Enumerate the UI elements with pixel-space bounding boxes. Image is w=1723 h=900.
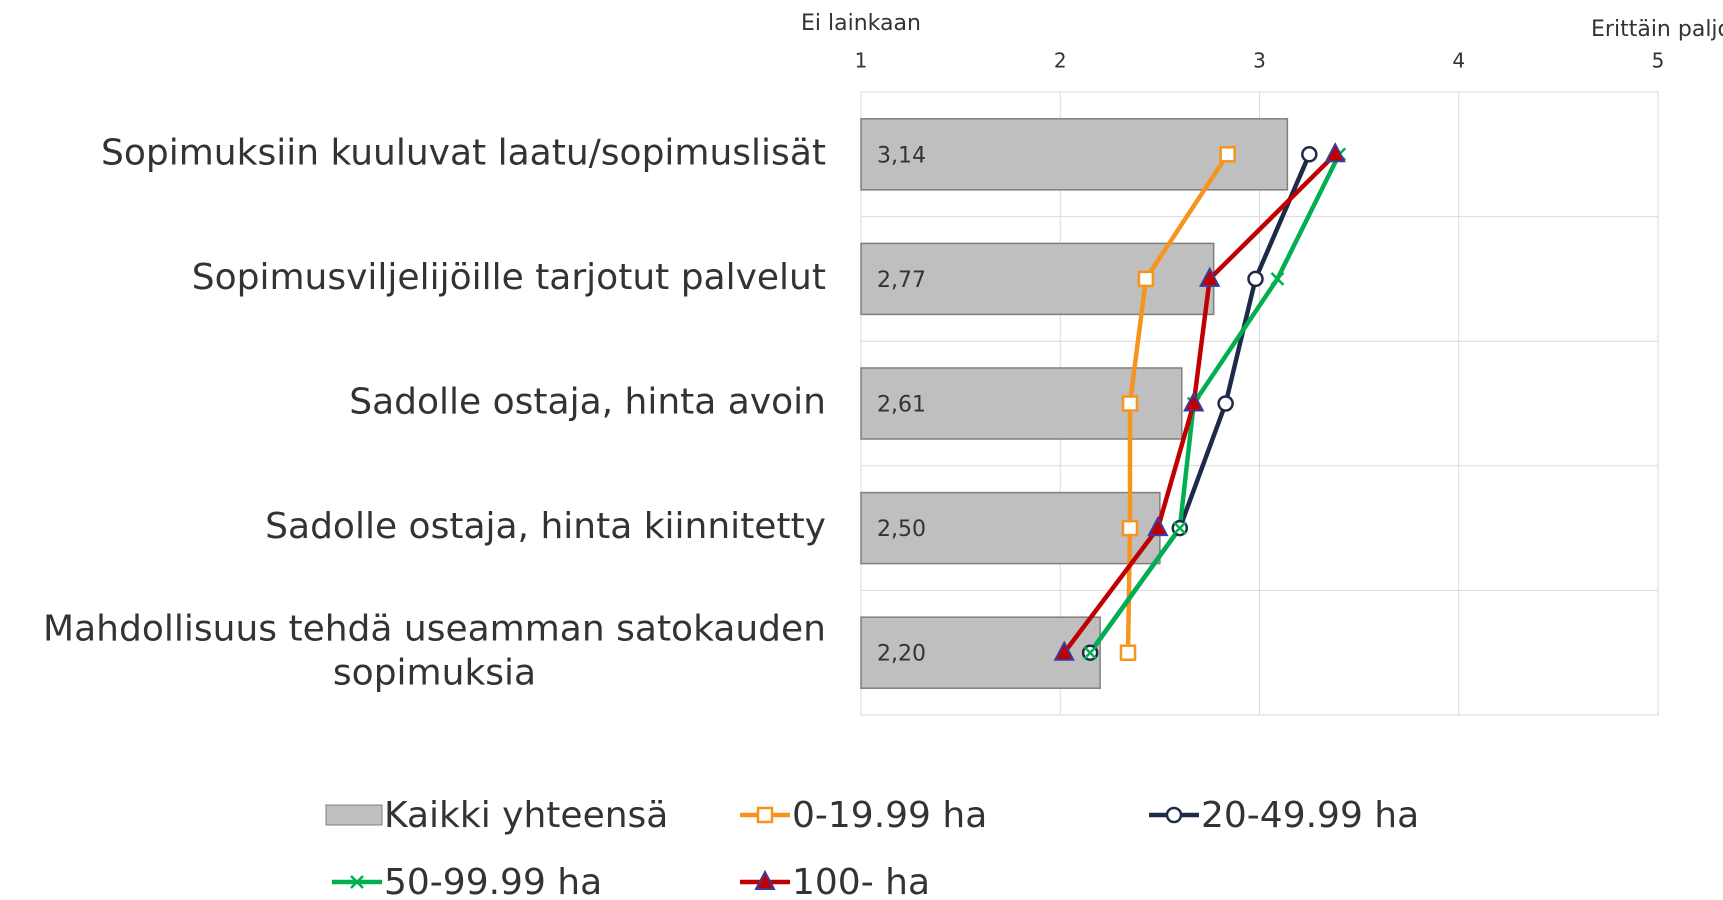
axis-annotation: Ei lainkaan bbox=[801, 11, 921, 36]
marker bbox=[1165, 806, 1183, 824]
marker bbox=[1270, 272, 1285, 286]
marker bbox=[1324, 142, 1346, 163]
legend-item: Kaikki yhteensä bbox=[325, 795, 668, 836]
data-label: 2,50 bbox=[877, 517, 926, 542]
legend-item: 0-19.99 ha bbox=[740, 795, 987, 836]
x-tick-label: 1 bbox=[855, 49, 868, 73]
x-tick-label: 3 bbox=[1253, 49, 1266, 73]
legend-label: 100- ha bbox=[792, 862, 930, 900]
axis-annotation: Erittäin paljon bbox=[1591, 17, 1723, 42]
marker bbox=[1083, 645, 1098, 660]
marker bbox=[1119, 644, 1137, 661]
marker bbox=[1121, 519, 1139, 537]
marker bbox=[1121, 395, 1139, 412]
marker bbox=[1219, 146, 1236, 163]
y-tick-label: Sopimusviljelijöille tarjotut palvelut bbox=[192, 257, 826, 298]
marker bbox=[1137, 270, 1155, 288]
bar bbox=[860, 118, 1289, 191]
data-label: 3,14 bbox=[877, 143, 926, 168]
marker bbox=[756, 806, 774, 824]
y-tick-label: Sadolle ostaja, hinta avoin bbox=[349, 382, 826, 423]
legend-swatch bbox=[325, 804, 383, 826]
data-label: 2,77 bbox=[877, 268, 926, 293]
legend-item: 20-49.99 ha bbox=[1149, 795, 1419, 836]
legend-item: 50-99.99 ha bbox=[332, 862, 602, 900]
marker bbox=[1217, 395, 1234, 412]
x-tick-label: 2 bbox=[1054, 49, 1067, 73]
data-label: 2,61 bbox=[877, 393, 926, 418]
data-label: 2,20 bbox=[877, 642, 926, 667]
legend-label: 20-49.99 ha bbox=[1201, 795, 1419, 836]
marker bbox=[1172, 521, 1187, 535]
marker bbox=[1301, 146, 1318, 163]
marker bbox=[1199, 266, 1221, 287]
bar bbox=[860, 491, 1161, 565]
marker bbox=[1247, 270, 1264, 288]
marker bbox=[1183, 391, 1205, 412]
x-tick-label: 5 bbox=[1652, 49, 1665, 73]
y-tick-label: Sadolle ostaja, hinta kiinnitetty bbox=[265, 506, 826, 547]
marker bbox=[1053, 640, 1075, 661]
marker bbox=[1147, 515, 1169, 537]
marker bbox=[350, 875, 364, 889]
legend-label: 0-19.99 ha bbox=[792, 795, 987, 836]
x-tick-label: 4 bbox=[1452, 49, 1465, 73]
legend-label: 50-99.99 ha bbox=[384, 862, 602, 900]
legend-label: Kaikki yhteensä bbox=[384, 795, 668, 836]
marker bbox=[754, 869, 776, 890]
y-tick-label: Mahdollisuus tehdä useamman satokauden so… bbox=[43, 609, 826, 694]
legend-item: 100- ha bbox=[740, 862, 930, 900]
y-tick-label: Sopimuksiin kuuluvat laatu/sopimuslisät bbox=[101, 132, 826, 173]
